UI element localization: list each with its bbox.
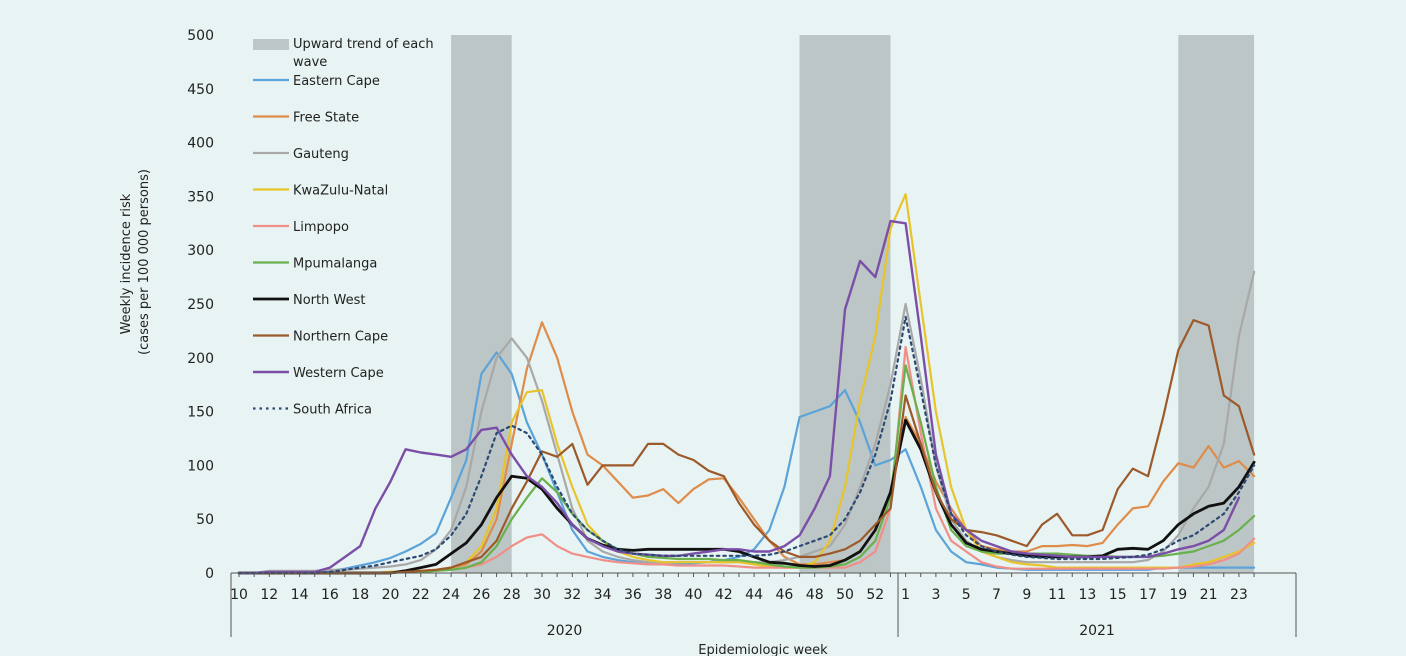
x-tick-label: 18 xyxy=(351,587,369,603)
wave-bands xyxy=(451,35,1255,573)
y-tick-label: 250 xyxy=(187,297,214,313)
x-tick-label: 30 xyxy=(533,587,551,603)
legend: Upward trend of each wave Eastern Cape Free… xyxy=(253,37,434,418)
x-tick-label: 42 xyxy=(715,587,733,603)
x-tick-label: 9 xyxy=(1022,587,1031,603)
series-lines xyxy=(237,193,1256,575)
x-tick-label: 38 xyxy=(654,587,672,603)
x-tick-label: 48 xyxy=(806,587,824,603)
x-tick-label: 26 xyxy=(472,587,490,603)
x-tick-label: 50 xyxy=(836,587,854,603)
series-line-kwazulu-natal xyxy=(237,193,1256,575)
y-tick-label: 350 xyxy=(187,189,214,205)
x-tick-label: 22 xyxy=(412,587,430,603)
series-line-eastern-cape xyxy=(237,351,1256,575)
x-tick-label: 32 xyxy=(563,587,581,603)
legend-label: KwaZulu-Natal xyxy=(293,184,388,199)
legend-label: Mpumalanga xyxy=(293,257,377,272)
x-tick-label: 5 xyxy=(962,587,971,603)
y-tick-label: 450 xyxy=(187,82,214,98)
x-tick-label: 11 xyxy=(1048,587,1066,603)
series-line-western-cape xyxy=(237,219,1241,575)
y-axis: 0 50 100 150 200 250 300 350 400 450 500 xyxy=(187,28,214,582)
y-axis-title-line-2: (cases per 100 000 persons) xyxy=(137,169,152,355)
y-tick-label: 50 xyxy=(196,512,214,528)
x-tick-label: 46 xyxy=(775,587,793,603)
year-label-2021: 2021 xyxy=(1079,623,1115,639)
y-tick-label: 100 xyxy=(187,458,214,474)
x-tick-label: 36 xyxy=(624,587,642,603)
x-tick-label: 23 xyxy=(1230,587,1248,603)
x-tick-label: 15 xyxy=(1109,587,1127,603)
wave-band-2 xyxy=(799,35,891,573)
y-tick-label: 400 xyxy=(187,136,214,152)
wave-band-3 xyxy=(1178,35,1255,573)
x-tick-label: 24 xyxy=(442,587,460,603)
legend-label: Western Cape xyxy=(293,366,384,381)
x-tick-label: 21 xyxy=(1200,587,1218,603)
series-line-free-state xyxy=(237,321,1256,575)
y-tick-label: 500 xyxy=(187,28,214,44)
y-tick-label: 150 xyxy=(187,405,214,421)
legend-label: Gauteng xyxy=(293,147,349,162)
x-tick-label: 40 xyxy=(685,587,703,603)
x-tick-label: 28 xyxy=(503,587,521,603)
series-line-mpumalanga xyxy=(237,364,1256,575)
x-tick-label: 16 xyxy=(321,587,339,603)
x-tick-label: 19 xyxy=(1169,587,1187,603)
x-tick-label: 34 xyxy=(594,587,612,603)
x-axis: 10 12 14 16 18 20 22 24 26 28 30 32 34 36 38 40 42 44 46 48… xyxy=(230,572,1297,639)
y-tick-label: 200 xyxy=(187,351,214,367)
y-axis-title: Weekly incidence risk (cases per 100 000… xyxy=(119,169,152,355)
legend-label: Northern Cape xyxy=(293,330,388,345)
series-line-south-africa xyxy=(237,315,1256,575)
legend-label-band: Upward trend of each wave xyxy=(293,37,434,70)
legend-swatch-band xyxy=(253,39,289,50)
x-tick-label: 10 xyxy=(230,587,248,603)
y-tick-label: 300 xyxy=(187,243,214,259)
legend-label: Eastern Cape xyxy=(293,74,380,89)
legend-label: North West xyxy=(293,293,365,308)
y-axis-title-line-1: Weekly incidence risk xyxy=(119,193,134,334)
x-tick-label: 12 xyxy=(260,587,278,603)
x-tick-label: 20 xyxy=(382,587,400,603)
x-tick-label: 7 xyxy=(992,587,1001,603)
series-line-gauteng xyxy=(237,270,1256,575)
x-axis-title: Epidemiologic week xyxy=(698,643,828,656)
x-tick-label: 1 xyxy=(901,587,910,603)
x-tick-label: 17 xyxy=(1139,587,1157,603)
legend-label: South Africa xyxy=(293,403,372,418)
x-tick-label: 3 xyxy=(931,587,940,603)
y-tick-label: 0 xyxy=(205,566,214,582)
x-tick-label: 14 xyxy=(291,587,309,603)
x-tick-label: 13 xyxy=(1078,587,1096,603)
x-tick-label: 44 xyxy=(745,587,763,603)
legend-label: Limpopo xyxy=(293,220,349,235)
x-tick-label: 52 xyxy=(866,587,884,603)
series-line-northern-cape xyxy=(237,319,1256,575)
series-line-limpopo xyxy=(237,345,1256,575)
legend-label: Free State xyxy=(293,111,359,126)
year-label-2020: 2020 xyxy=(547,623,583,639)
